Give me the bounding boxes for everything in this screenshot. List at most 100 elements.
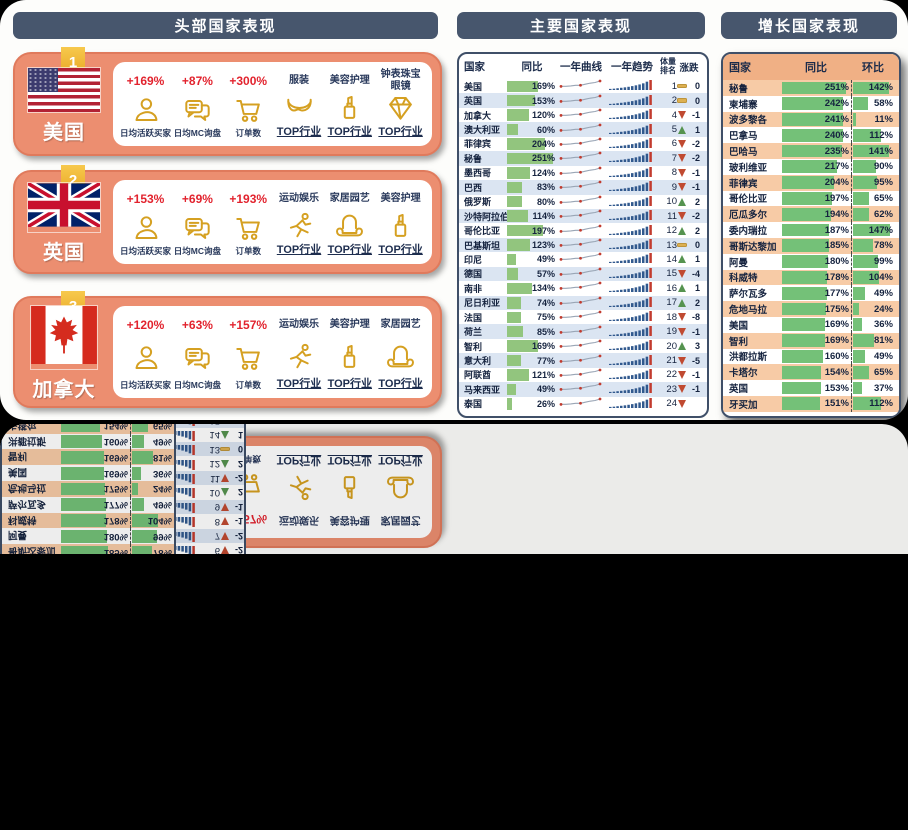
country-cell: 南非: [464, 283, 483, 294]
change-value: -2: [234, 545, 243, 554]
flat-dash-icon: [220, 446, 230, 452]
mom-cell: 24%: [130, 481, 174, 497]
mom-value: 49%: [873, 287, 893, 299]
header-cell-curve: 一年曲线: [560, 61, 602, 73]
country-cell: 阿曼: [729, 257, 749, 269]
country-cell: 俄罗斯: [464, 197, 492, 208]
mom-cell: 99%: [130, 528, 174, 545]
yoy-cell: 154%: [60, 424, 130, 434]
change-value: 0: [694, 240, 700, 251]
top-industry-label: TOP行业: [378, 126, 423, 138]
table-row: 哥斯达黎加 185% 78%: [2, 544, 174, 554]
change-value: -2: [691, 153, 700, 164]
yoy-value: 75%: [536, 312, 555, 323]
panel-title-top-countries: 头部国家表现: [13, 12, 438, 39]
year-trend-sparkline: [605, 354, 659, 368]
mom-bar: [853, 397, 881, 411]
yoy-value: 151%: [824, 398, 849, 410]
up-triangle-icon: [221, 430, 229, 439]
year-curve-sparkline: [557, 310, 605, 324]
buyer-icon: [130, 213, 161, 244]
yoy-value: 134%: [531, 283, 555, 294]
year-curve-sparkline: [557, 195, 605, 209]
volume-rank-cell: 8: [671, 167, 677, 179]
table-row: 萨尔瓦多 177% 49%: [723, 285, 899, 302]
mom-value: 104%: [147, 515, 172, 527]
year-trend-sparkline: [605, 94, 659, 108]
top-industry-label: TOP行业: [378, 378, 423, 390]
yoy-value: 85%: [536, 326, 555, 337]
change-cell: -1: [220, 502, 244, 512]
volume-rank-cell: 10: [209, 487, 220, 498]
yoy-cell: 185%: [60, 544, 130, 554]
stat-label: 订单数: [235, 128, 261, 138]
country-cell: 秘鲁: [464, 153, 483, 164]
yoy-bar: [782, 128, 843, 142]
stat-column: +169% 日均活跃买家: [119, 67, 172, 141]
volume-rank-cell: 19: [666, 326, 677, 338]
volume-rank-cell: 10: [666, 196, 677, 208]
volume-rank-cell: 5: [671, 124, 677, 136]
yoy-cell: 85%: [507, 324, 557, 338]
mom-bar: [853, 160, 876, 174]
flat-dash-icon: [677, 83, 687, 89]
country-cell: 萨尔瓦多: [729, 289, 768, 301]
panel-title-growth-countries: 增长国家表现: [721, 12, 897, 39]
yoy-cell: 204%: [781, 175, 851, 191]
yoy-value: 169%: [531, 341, 555, 352]
change-value: 2: [694, 196, 700, 207]
mom-value: 36%: [152, 467, 172, 479]
down-triangle-icon: [678, 212, 686, 221]
panel-title-text: 增长国家表现: [757, 18, 860, 35]
top-industry-label: TOP行业: [327, 378, 373, 390]
industry-name: 美容护理: [329, 513, 370, 525]
yoy-value: 251%: [824, 82, 849, 94]
table-row: 意大利 77% 21 -5: [459, 353, 707, 368]
stat-column: +69% 日均MC询盘: [172, 185, 223, 259]
table-row: 牙买加 151% 112%: [723, 395, 899, 412]
armchair-icon: [385, 341, 416, 372]
top-industry-label: TOP行业: [378, 244, 423, 256]
country-card: 1 美国 +169% 日均活跃买家 +87% 日均MC询盘 +300% 订单数 服装 TOP行业美…: [13, 47, 442, 156]
yoy-cell: 194%: [781, 206, 851, 222]
country-cell: 危地马拉: [8, 481, 47, 493]
yoy-bar: [782, 160, 837, 174]
yoy-cell: 153%: [507, 93, 557, 107]
yoy-cell: 121%: [507, 368, 557, 382]
country-cell: 意大利: [464, 356, 492, 367]
table-body: 秘鲁251%142%柬埔寨242%58%波多黎各241%11%巴拿马240%11…: [2, 424, 174, 554]
table-row: 泰国 26% 24: [459, 397, 707, 411]
yoy-cell: 26%: [507, 397, 557, 411]
table-row: 阿联酋 121% 22 -1: [459, 368, 707, 382]
yoy-cell: 242%: [781, 96, 851, 112]
yoy-bar: [507, 109, 529, 121]
country-cell: 波多黎各: [729, 115, 768, 127]
year-trend-sparkline: [605, 296, 659, 310]
yoy-value: 169%: [103, 467, 128, 479]
yoy-cell: 120%: [507, 108, 557, 122]
mom-bar: [853, 334, 874, 348]
lipstick-icon: [334, 92, 365, 123]
country-cell: 柬埔寨: [729, 99, 758, 111]
yoy-bar: [782, 334, 825, 348]
yoy-cell: 197%: [781, 191, 851, 207]
down-triangle-icon: [221, 502, 229, 511]
table-row: 美国 169% 36%: [723, 316, 899, 333]
mom-cell: 81%: [130, 449, 174, 466]
mom-value: 37%: [873, 382, 893, 394]
yoy-cell: 77%: [507, 353, 557, 367]
year-curve-sparkline: [557, 296, 605, 310]
year-trend-sparkline: [605, 195, 659, 209]
country-cell: 巴基斯坦: [464, 240, 501, 251]
mom-bar: [132, 498, 144, 512]
mom-cell: 65%: [851, 364, 895, 381]
change-cell: -1: [677, 327, 701, 337]
down-triangle-icon: [678, 327, 686, 336]
mom-value: 78%: [152, 546, 172, 554]
change-value: -1: [234, 516, 243, 527]
change-cell: 2: [677, 226, 701, 236]
table-row: 巴拿马 240% 112%: [723, 127, 899, 144]
year-curve-sparkline: [557, 108, 605, 122]
change-value: -1: [691, 182, 700, 193]
stat-column: +153% 日均活跃买家: [119, 185, 172, 259]
